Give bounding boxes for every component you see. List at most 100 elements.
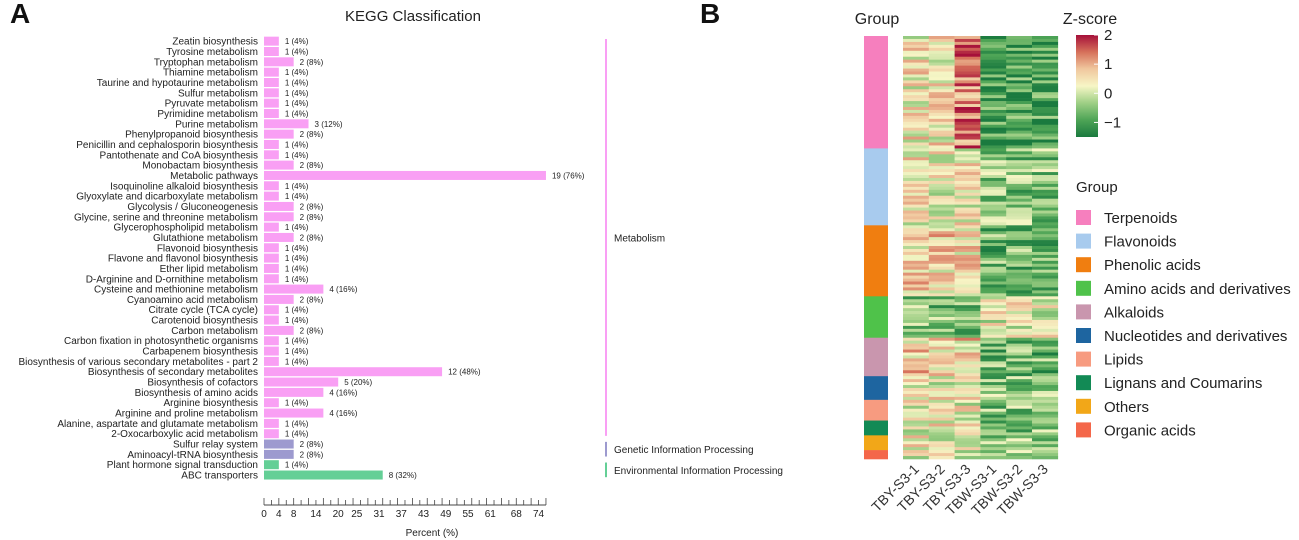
heatmap-cell	[1032, 340, 1059, 344]
heatmap-cell	[928, 263, 955, 268]
heatmap-cell	[1032, 423, 1059, 427]
heatmap-cell	[954, 414, 981, 418]
heatmap-cell	[980, 198, 1007, 202]
group-bar-3	[864, 296, 888, 339]
heatmap-cell	[954, 210, 981, 214]
heatmap-cell	[928, 420, 955, 424]
heatmap-cell	[928, 260, 955, 265]
heatmap-cell	[928, 68, 955, 72]
heatmap-cell	[928, 325, 955, 330]
heatmap-cell	[928, 450, 955, 454]
data-label: 1 (4%)	[285, 68, 309, 77]
heatmap-cell	[1032, 68, 1059, 72]
heatmap-cell	[928, 210, 955, 214]
heatmap-cell	[1006, 41, 1033, 46]
heatmap-cell	[1032, 296, 1059, 300]
heatmap-cell	[1006, 317, 1033, 321]
heatmap-cell	[954, 219, 981, 223]
heatmap-cell	[903, 444, 930, 448]
heatmap-cell	[980, 169, 1007, 173]
heatmap-cell	[954, 213, 981, 217]
heatmap-cell	[954, 204, 981, 208]
heatmap-cell	[954, 169, 981, 173]
heatmap-cell	[928, 222, 955, 226]
heatmap-cell	[903, 47, 930, 52]
data-label: 2 (8%)	[300, 326, 324, 335]
heatmap-cell	[903, 453, 930, 457]
heatmap-cell	[954, 216, 981, 220]
heatmap-cell	[954, 260, 981, 265]
heatmap-cell	[980, 112, 1007, 117]
heatmap-cell	[1006, 207, 1033, 211]
legend-swatch	[1076, 351, 1091, 367]
bar-28	[264, 325, 294, 335]
heatmap-cell	[980, 390, 1007, 395]
heatmap-cell	[928, 186, 955, 191]
heatmap-cell	[1006, 112, 1033, 117]
heatmap-cell	[954, 370, 981, 374]
heatmap-cell	[1032, 317, 1059, 321]
data-label: 2 (8%)	[300, 213, 324, 222]
heatmap-cell	[980, 263, 1007, 268]
heatmap-cell	[980, 157, 1007, 161]
heatmap-cell	[928, 322, 955, 327]
heatmap-cell	[954, 148, 981, 152]
heatmap-cell	[903, 166, 930, 170]
heatmap-cell	[903, 80, 930, 84]
heatmap-cell	[928, 124, 955, 128]
bar-34	[264, 387, 324, 397]
heatmap-cell	[1032, 390, 1059, 395]
heatmap-cell	[980, 388, 1007, 392]
heatmap-cell	[1032, 346, 1059, 350]
heatmap-cell	[1032, 92, 1059, 96]
legend-label: Others	[1104, 399, 1149, 416]
bar-10	[264, 139, 279, 149]
heatmap-cell	[1032, 231, 1059, 235]
heatmap-cell	[1006, 210, 1033, 214]
heatmap-cell	[980, 450, 1007, 454]
heatmap-cell	[1006, 432, 1033, 436]
heatmap-cell	[980, 334, 1007, 339]
legend-swatch	[1076, 257, 1091, 273]
heatmap-cell	[928, 77, 955, 81]
heatmap-cell	[1006, 314, 1033, 318]
heatmap-cell	[928, 98, 955, 102]
heatmap-cell	[980, 296, 1007, 300]
heatmap-cell	[903, 172, 930, 176]
heatmap-cell	[1006, 240, 1033, 244]
bar-38	[264, 429, 279, 439]
heatmap-cell	[980, 154, 1007, 158]
heatmap-cell	[954, 393, 981, 398]
heatmap-cell	[928, 180, 955, 185]
bar-24	[264, 284, 324, 294]
heatmap-cell	[980, 207, 1007, 211]
heatmap-cell	[954, 352, 981, 356]
heatmap-cell	[928, 95, 955, 99]
heatmap-cell	[903, 38, 930, 43]
legend-label: Alkaloids	[1104, 304, 1164, 321]
heatmap-cell	[928, 207, 955, 211]
heatmap-cell	[980, 177, 1007, 182]
heatmap-cell	[1032, 314, 1059, 318]
heatmap-cell	[954, 163, 981, 167]
data-label: 1 (4%)	[285, 99, 309, 108]
heatmap-cell	[1032, 151, 1059, 155]
heatmap-cell	[954, 53, 981, 58]
heatmap-cell	[980, 86, 1007, 90]
heatmap-cell	[1032, 420, 1059, 424]
heatmap-cell	[1006, 337, 1033, 341]
heatmap-cell	[954, 311, 981, 315]
heatmap-cell	[980, 172, 1007, 176]
heatmap-cell	[1006, 219, 1033, 223]
bar-17	[264, 212, 294, 222]
colorbar-title: Z-score	[1063, 11, 1117, 28]
heatmap-cell	[903, 349, 930, 353]
heatmap-cell	[928, 177, 955, 182]
heatmap-cell	[1006, 237, 1033, 241]
heatmap-cell	[1032, 56, 1059, 60]
heatmap-cell	[1006, 278, 1033, 282]
heatmap-cell	[1032, 145, 1059, 149]
heatmap-cell	[980, 396, 1007, 401]
category-label: Purine metabolism	[175, 119, 258, 130]
heatmap-cell	[928, 447, 955, 451]
